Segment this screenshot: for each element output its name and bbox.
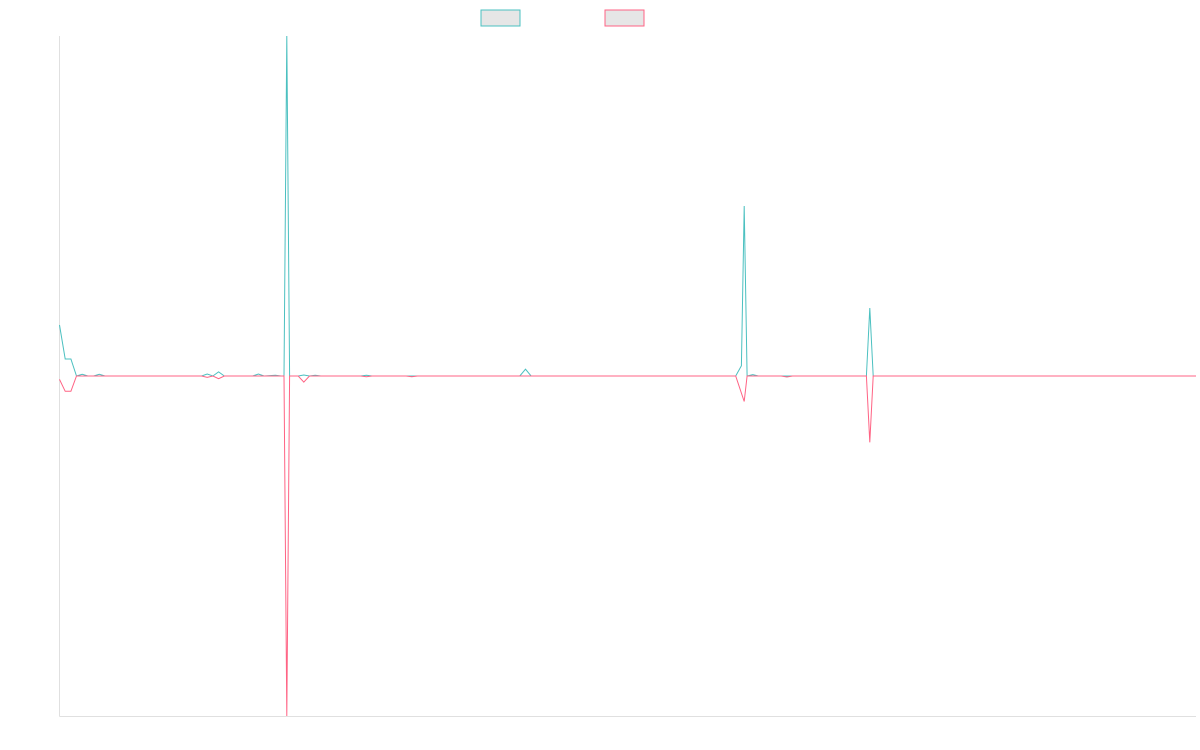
series-2-line [59,375,1196,717]
legend [480,9,645,27]
plot-area [59,35,1196,717]
legend-swatch-series-2[interactable] [604,9,645,27]
series-1-line [59,35,1196,377]
legend-swatch-series-1[interactable] [480,9,521,27]
